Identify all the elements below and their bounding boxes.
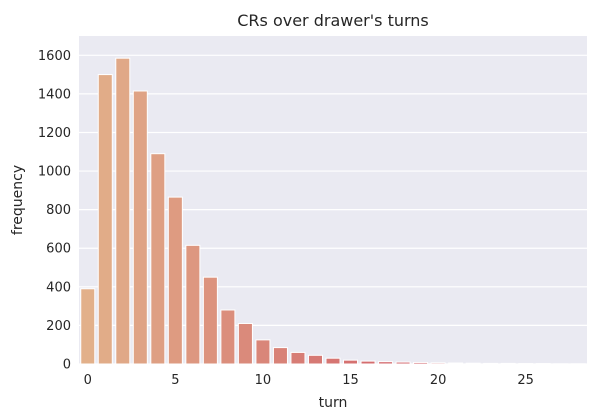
bar [343,359,359,365]
bar [395,361,411,365]
y-tick-label: 400 [46,280,71,295]
bar [150,153,166,365]
y-tick-label: 1400 [38,87,71,102]
bar [185,244,201,365]
bar [430,362,446,365]
bar [272,347,288,365]
bar [220,309,236,365]
chart-title: CRs over drawer's turns [237,11,429,30]
bar [115,57,131,365]
y-tick-label: 800 [46,203,71,218]
bar [307,354,323,365]
bar [413,361,429,365]
bar [465,362,481,365]
x-tick-label: 20 [430,373,447,388]
x-tick-label: 15 [342,373,359,388]
bar [500,362,516,365]
y-tick-label: 1000 [38,165,71,180]
bar [237,322,253,365]
x-tick-label: 5 [171,373,179,388]
bar [80,288,96,365]
x-tick-label: 0 [84,373,92,388]
x-tick-label: 10 [255,373,272,388]
bar [483,362,499,365]
bar [167,196,183,365]
bar [132,90,148,365]
bars [80,57,586,365]
bar [97,74,113,365]
x-tick-label: 25 [517,373,534,388]
y-tick-label: 600 [46,242,71,257]
bar [448,362,464,365]
y-tick-label: 200 [46,319,71,334]
bar [202,276,218,365]
y-tick-label: 0 [63,358,71,373]
bar [378,361,394,365]
bar [360,360,376,365]
y-tick-label: 1600 [38,49,71,64]
x-axis-ticks: 0 5 10 15 20 25 [84,373,534,388]
y-axis-label: frequency [10,165,26,235]
y-axis-ticks: 0 200 400 600 800 1000 1200 1400 1600 [38,49,71,373]
y-tick-label: 1200 [38,126,71,141]
bar [325,357,341,365]
bar [255,339,271,365]
x-axis-label: turn [319,395,348,411]
bar [290,351,306,365]
